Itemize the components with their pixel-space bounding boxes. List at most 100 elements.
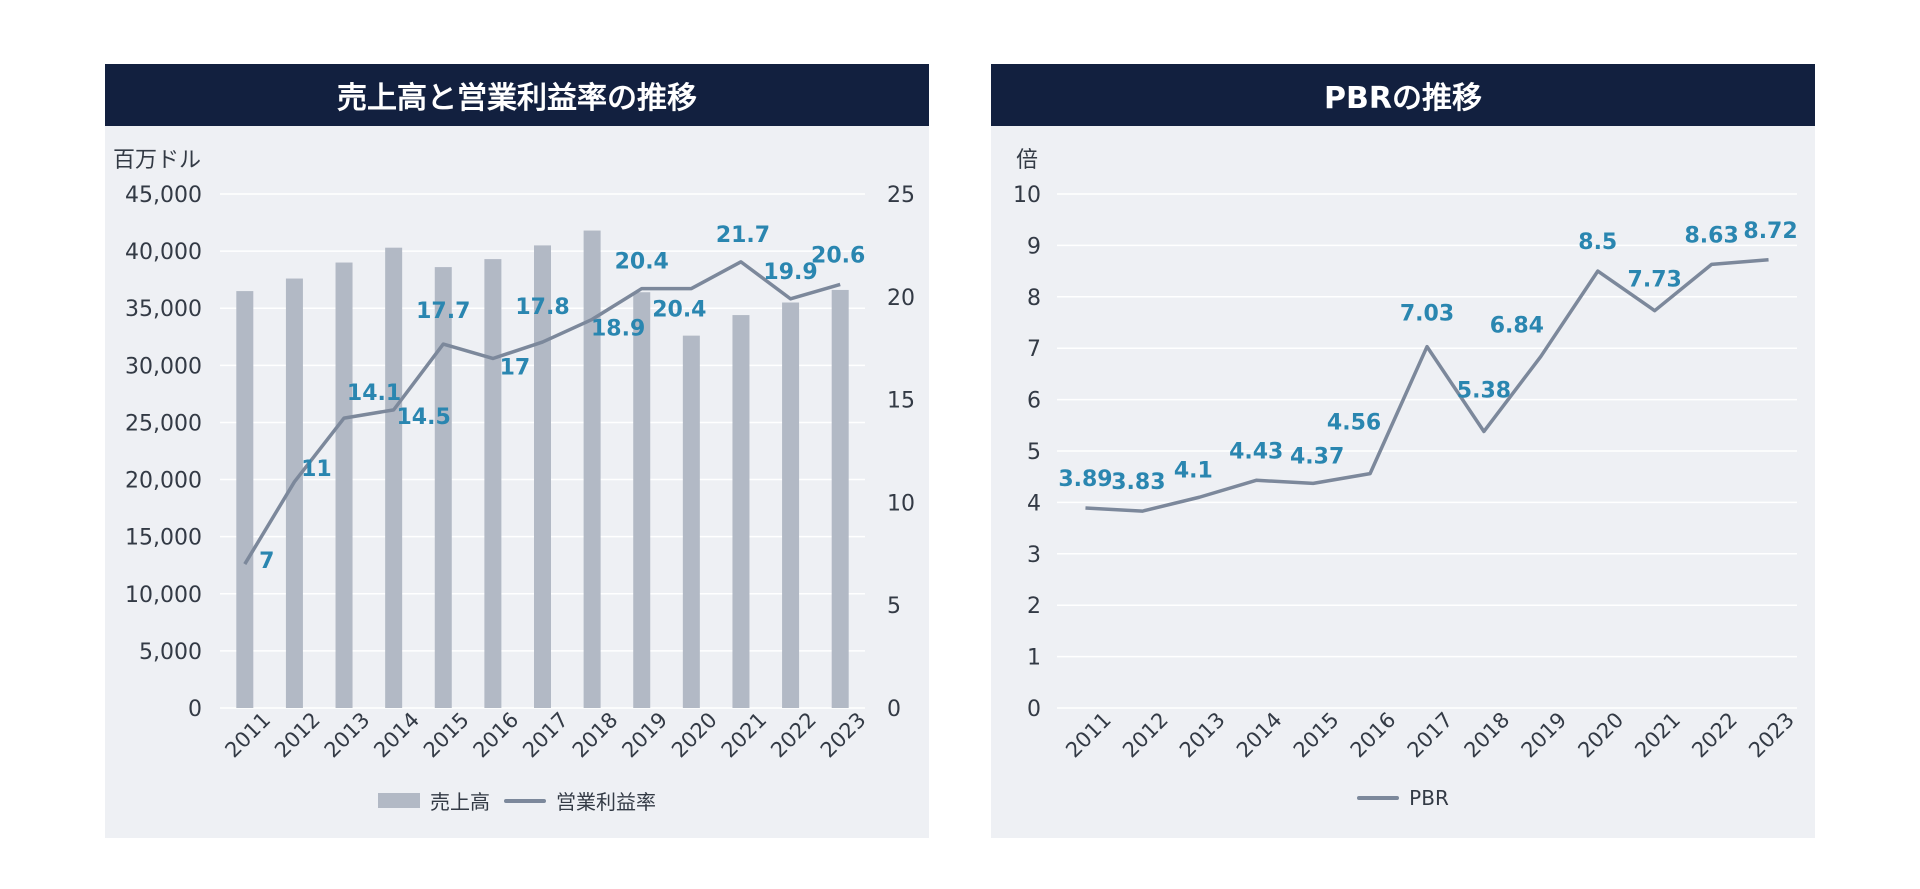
sales-margin-chart-panel: 売上高と営業利益率の推移 百万ドル 0 5,000 10,000 15,000 20,0… xyxy=(105,64,929,838)
x-axis-tick-label: 2016 xyxy=(469,708,524,763)
x-axis-tick-label: 2022 xyxy=(1687,708,1742,763)
x-axis-tick-label: 2014 xyxy=(1232,708,1287,763)
x-axis-tick-label: 2023 xyxy=(816,708,871,763)
y-axis-tick-label: 3 xyxy=(1027,543,1041,568)
chart-legend: 売上高 営業利益率 xyxy=(105,786,929,815)
bar xyxy=(385,247,403,708)
legend-line-swatch xyxy=(504,798,546,803)
legend-label-sales: 売上高 xyxy=(430,790,490,814)
chart-legend: PBR xyxy=(991,786,1815,810)
data-label: 8.72 xyxy=(1743,219,1797,244)
x-axis-tick-label: 2020 xyxy=(1573,708,1628,763)
data-label: 20.4 xyxy=(652,298,706,323)
y-axis-tick-label: 8 xyxy=(1027,286,1041,311)
chart-title: 売上高と営業利益率の推移 xyxy=(105,64,929,126)
y-axis-tick-label: 6 xyxy=(1027,389,1041,414)
y2-axis-tick-label: 0 xyxy=(887,697,901,722)
bar xyxy=(335,262,353,708)
x-axis-tick-label: 2018 xyxy=(1460,708,1515,763)
data-label: 21.7 xyxy=(716,223,770,248)
x-axis-tick-label: 2015 xyxy=(1289,708,1344,763)
data-label: 5.38 xyxy=(1457,378,1511,403)
line-series-margin xyxy=(243,260,841,565)
bar xyxy=(434,267,452,708)
bar xyxy=(236,291,254,708)
bar xyxy=(782,302,800,708)
x-axis-tick-label: 2021 xyxy=(717,708,772,763)
x-axis-tick-label: 2018 xyxy=(568,708,623,763)
data-label: 17.7 xyxy=(416,299,470,324)
x-axis-tick-label: 2019 xyxy=(1517,708,1572,763)
y-axis-tick-label: 1 xyxy=(1027,646,1041,671)
y-axis-tick-label: 0 xyxy=(1027,697,1041,722)
data-label: 4.37 xyxy=(1290,444,1344,469)
data-label: 3.89 xyxy=(1058,467,1112,492)
bar xyxy=(831,289,849,708)
x-axis-tick-label: 2013 xyxy=(1175,708,1230,763)
legend-item-pbr: PBR xyxy=(1357,786,1449,810)
y2-axis-tick-label: 10 xyxy=(887,491,915,516)
y-axis-tick-label: 7 xyxy=(1027,337,1041,362)
pbr-chart: 0 1 2 3 4 5 6 7 8 9 10 3.893.83 4.1 4.43 4.37 4.56 7.03 5… xyxy=(1013,183,1799,763)
legend-item-sales: 売上高 xyxy=(378,786,490,815)
x-axis-tick-label: 2012 xyxy=(270,708,325,763)
y-axis-tick-label: 2 xyxy=(1027,594,1041,619)
y-axis-tick-label: 45,000 xyxy=(125,183,202,208)
y-axis-unit-label: 百万ドル xyxy=(113,148,202,173)
y-axis-tick-label: 25,000 xyxy=(125,411,202,436)
y2-axis-tick-label: 15 xyxy=(887,389,915,414)
y-axis-tick-label: 9 xyxy=(1027,234,1041,259)
legend-label-margin: 営業利益率 xyxy=(556,790,656,814)
y-axis-tick-label: 0 xyxy=(188,697,202,722)
legend-item-margin: 営業利益率 xyxy=(504,786,656,815)
x-axis-tick-label: 2020 xyxy=(667,708,722,763)
data-label: 17.8 xyxy=(515,295,569,320)
bar xyxy=(534,245,551,708)
y2-axis-tick-label: 20 xyxy=(887,286,915,311)
y-axis-tick-label: 35,000 xyxy=(125,297,202,322)
y2-axis-tick-label: 5 xyxy=(887,594,901,619)
bar xyxy=(732,315,750,708)
x-axis-tick-label: 2016 xyxy=(1346,708,1401,763)
x-axis-tick-label: 2011 xyxy=(1061,708,1116,763)
data-label: 6.84 xyxy=(1490,313,1544,338)
x-axis-tick-label: 2019 xyxy=(617,708,672,763)
y-axis-tick-label: 30,000 xyxy=(125,354,202,379)
y-axis-tick-label: 10,000 xyxy=(125,583,202,608)
x-axis-tick-label: 2013 xyxy=(320,708,375,763)
data-label: 3.83 xyxy=(1111,470,1165,495)
y-axis-tick-label: 15,000 xyxy=(125,526,202,551)
y-axis-tick-label: 5 xyxy=(1027,440,1041,465)
sales-margin-chart: 0 5,000 10,000 15,000 20,000 25,000 30,000 35,0… xyxy=(125,183,915,763)
data-label: 8.63 xyxy=(1684,223,1738,248)
x-axis-tick-label: 2017 xyxy=(518,708,573,763)
data-label: 14.5 xyxy=(397,405,451,430)
data-label: 17 xyxy=(500,355,531,380)
data-label: 20.4 xyxy=(615,250,669,275)
y-axis-tick-label: 20,000 xyxy=(125,469,202,494)
x-axis-tick-label: 2023 xyxy=(1744,708,1799,763)
bar xyxy=(633,292,651,708)
y-axis-unit-label: 倍 xyxy=(1016,148,1039,173)
legend-bar-swatch xyxy=(378,793,420,808)
y-axis-tick-label: 40,000 xyxy=(125,240,202,265)
data-label: 7.73 xyxy=(1628,268,1682,293)
data-label: 4.1 xyxy=(1174,458,1213,483)
y2-axis-tick-label: 25 xyxy=(887,183,915,208)
x-axis-tick-label: 2017 xyxy=(1403,708,1458,763)
legend-line-swatch xyxy=(1357,796,1400,800)
x-axis-tick-label: 2011 xyxy=(220,708,275,763)
pbr-chart-panel: PBRの推移 倍 0 1 2 3 4 5 6 7 8 9 10 3.89 3.83 4.1 4.43 4.37… xyxy=(991,64,1815,838)
bar xyxy=(285,278,303,708)
legend-label-pbr: PBR xyxy=(1409,786,1449,810)
y-axis-tick-label: 5,000 xyxy=(139,640,202,665)
data-label: 4.56 xyxy=(1327,411,1381,436)
y-axis-tick-label: 10 xyxy=(1013,183,1041,208)
bar xyxy=(484,259,502,708)
x-axis-tick-label: 2022 xyxy=(766,708,821,763)
y-axis-tick-label: 4 xyxy=(1027,491,1041,516)
line-series-pbr xyxy=(1085,258,1769,513)
data-label: 7 xyxy=(259,549,274,574)
bar xyxy=(583,230,601,708)
bar xyxy=(682,335,700,708)
